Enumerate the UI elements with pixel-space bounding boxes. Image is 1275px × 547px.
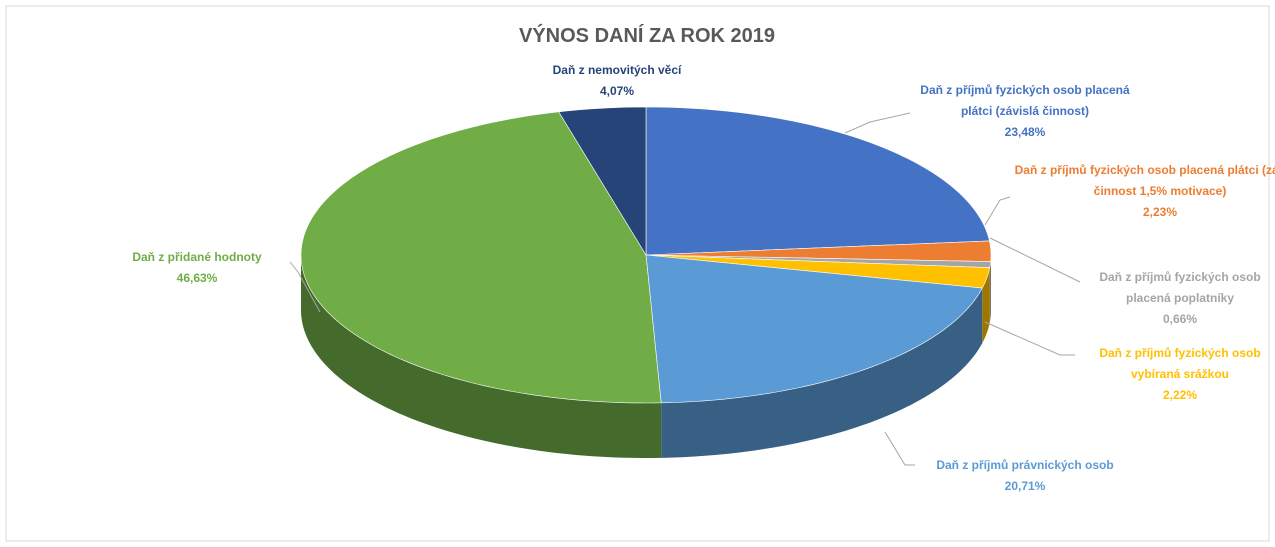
category-label: Daň z příjmů fyzických osob placená popl… [1099,270,1261,305]
category-label: Daň z přidané hodnoty [132,250,262,264]
category-label: Daň z příjmů fyzických osob placená plát… [1014,163,1275,198]
leader-line [984,321,1075,356]
slice-side [301,255,662,458]
value-label: 20,71% [1004,479,1046,493]
data-label: Daň z příjmů fyzických osob placená plát… [1010,160,1275,223]
leader-line [884,431,915,466]
category-label: Daň z příjmů právnických osob [936,458,1114,472]
value-label: 23,48% [1004,125,1046,139]
value-label: 2,23% [1142,205,1178,219]
slice [645,254,983,404]
slice-side [661,288,983,458]
pie [300,106,992,458]
slice [645,106,990,256]
value-label: 0,66% [1162,312,1198,326]
data-label: Daň z přidané hodnoty 46,63% [97,247,297,289]
leader-line [984,196,1011,226]
slice-side [982,267,990,344]
data-label: Daň z příjmů fyzických osob vybíraná srá… [1085,343,1275,406]
slice [300,111,662,404]
leader-line [289,261,321,313]
category-label: Daň z nemovitých věcí [552,63,682,77]
category-label: Daň z příjmů fyzických osob placená plát… [920,83,1130,118]
data-label: Daň z příjmů fyzických osob placená popl… [1085,267,1275,330]
chart-title: VÝNOS DANÍ ZA ROK 2019 [519,23,775,47]
value-label: 4,07% [599,84,635,98]
leader-line [844,112,911,134]
slice [558,106,647,257]
data-label: Daň z příjmů fyzických osob placená plát… [918,80,1133,143]
leader-line [989,237,1081,283]
value-label: 46,63% [176,271,218,285]
slice-side [989,261,991,323]
data-label: Daň z nemovitých věcí 4,07% [517,60,717,102]
value-label: 2,22% [1162,388,1198,402]
data-label: Daň z příjmů právnických osob 20,71% [895,455,1155,497]
category-label: Daň z příjmů fyzických osob vybíraná srá… [1099,346,1261,381]
leader-lines [289,112,1081,466]
